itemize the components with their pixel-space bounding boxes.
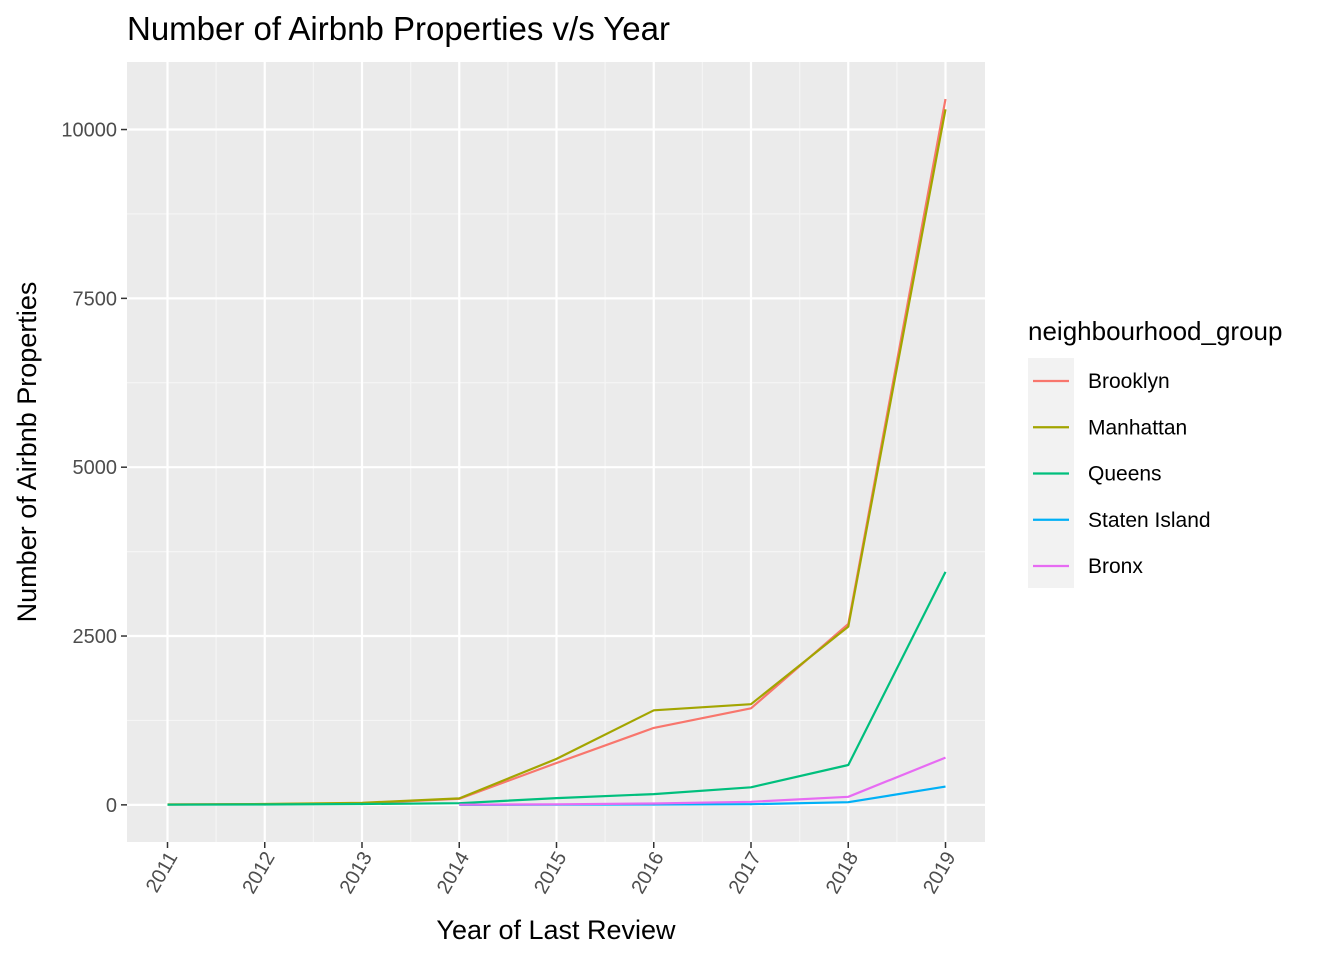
y-tick-label: 7500 [73, 288, 118, 310]
major-gridlines [127, 62, 985, 842]
x-axis-title: Year of Last Review [436, 915, 676, 945]
y-tick-label: 0 [106, 795, 117, 817]
legend-label: Staten Island [1088, 509, 1211, 532]
y-axis-ticks: 0 2500 5000 7500 10000 [61, 120, 127, 817]
series-lines [167, 98, 947, 807]
x-axis-ticks: 2011 2012 2013 2014 2015 2016 2017 2018 2019 [142, 842, 960, 898]
legend: neighbourhood_group Brooklyn Manhattan Que… [1028, 316, 1282, 588]
x-tick-label: 2016 [627, 848, 668, 898]
x-tick-label: 2012 [238, 848, 279, 898]
legend-label: Queens [1088, 463, 1162, 486]
chart-title: Number of Airbnb Properties v/s Year [127, 10, 670, 47]
y-axis-title: Number of Airbnb Properties [12, 282, 42, 623]
legend-items: Brooklyn Manhattan Queens Staten Island Bron… [1033, 370, 1211, 578]
legend-label: Bronx [1088, 555, 1143, 578]
series-line-bronx [459, 756, 946, 806]
x-tick-label: 2015 [530, 848, 571, 898]
legend-title: neighbourhood_group [1028, 316, 1282, 346]
x-tick-label: 2014 [433, 848, 474, 898]
y-tick-label: 10000 [61, 120, 117, 142]
y-tick-label: 5000 [73, 457, 118, 479]
y-tick-label: 2500 [73, 626, 118, 648]
x-tick-label: 2019 [919, 848, 960, 898]
series-line-queens [167, 571, 947, 806]
x-tick-label: 2018 [822, 848, 863, 898]
x-tick-label: 2011 [142, 848, 183, 896]
legend-label: Manhattan [1088, 416, 1187, 439]
x-tick-label: 2017 [725, 848, 766, 898]
legend-label: Brooklyn [1088, 370, 1170, 393]
x-tick-label: 2013 [336, 848, 377, 898]
